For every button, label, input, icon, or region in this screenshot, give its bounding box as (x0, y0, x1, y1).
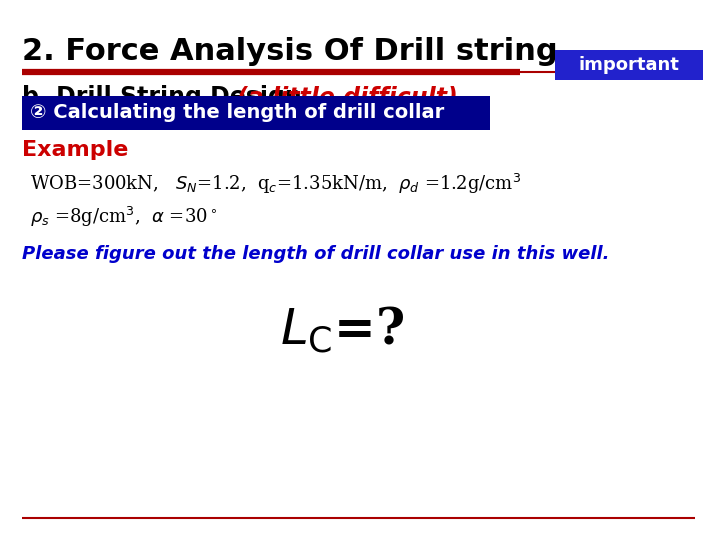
Text: b. Drill String Design: b. Drill String Design (22, 85, 310, 109)
Text: Please figure out the length of drill collar use in this well.: Please figure out the length of drill co… (22, 245, 610, 263)
Text: $\mathit{L}_\mathrm{C}$=?: $\mathit{L}_\mathrm{C}$=? (280, 305, 405, 355)
Text: WOB=300kN,   $S_N$=1.2,  q$_c$=1.35kN/m,  $\rho_d$ =1.2g/cm$^3$: WOB=300kN, $S_N$=1.2, q$_c$=1.35kN/m, $\… (30, 172, 521, 196)
Text: ② Calculating the length of drill collar: ② Calculating the length of drill collar (30, 104, 444, 123)
FancyBboxPatch shape (555, 50, 703, 80)
Text: important: important (579, 56, 680, 74)
FancyBboxPatch shape (22, 96, 490, 130)
Text: Example: Example (22, 140, 128, 160)
Text: $\rho_s$ =8g/cm$^3$,  $\alpha$ =30$^\circ$: $\rho_s$ =8g/cm$^3$, $\alpha$ =30$^\circ… (30, 205, 217, 229)
Text: 2. Force Analysis Of Drill string: 2. Force Analysis Of Drill string (22, 37, 557, 66)
Text: (a little difficult): (a little difficult) (237, 85, 458, 109)
